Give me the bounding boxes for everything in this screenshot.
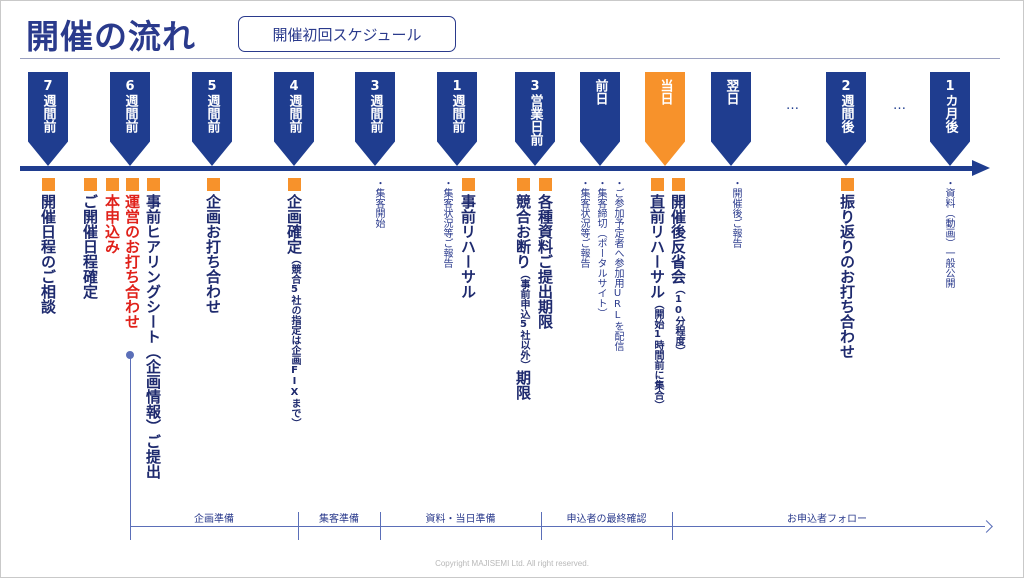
marker-label: 2週間後 bbox=[838, 79, 854, 133]
ellipsis-2: … bbox=[893, 98, 906, 113]
page-title: 開催の流れ bbox=[26, 17, 196, 56]
phase-separator bbox=[380, 512, 381, 540]
bullet-square-icon bbox=[516, 178, 530, 191]
bullet-square-icon bbox=[461, 178, 475, 191]
schedule-badge: 開催初回スケジュール bbox=[238, 16, 456, 52]
task-url-delivery: ・ご参加予定者へ参加用URLを配信 bbox=[612, 178, 623, 351]
marker-label: 5週間前 bbox=[204, 79, 220, 133]
task-label: 競合お断り bbox=[514, 194, 532, 269]
bullet-square-icon bbox=[41, 178, 55, 191]
task-label: 企画お打ち合わせ bbox=[204, 194, 222, 314]
marker-label: 1週間前 bbox=[449, 79, 465, 133]
task-label: 開催後反省会 bbox=[669, 194, 687, 284]
phase-separator bbox=[298, 512, 299, 540]
task-planning-meeting: 企画お打ち合わせ bbox=[204, 178, 222, 314]
bullet-square-icon bbox=[840, 178, 854, 191]
task-promotion-start: ・集客開始 bbox=[373, 178, 384, 228]
marker-label: 翌日 bbox=[723, 79, 739, 105]
task-schedule-consultation: 開催日程のご相談 bbox=[39, 178, 57, 314]
task-operations-meeting: 運営のお打ち合わせ bbox=[123, 178, 141, 329]
task-promotion-report-2: ・集客状況等ご報告 bbox=[578, 178, 589, 268]
bullet-square-icon bbox=[146, 178, 160, 191]
bullet-square-icon bbox=[105, 178, 119, 191]
task-label: 各種資料ご提出期限 bbox=[536, 194, 554, 329]
phase-follow-up: お申込者フォロー bbox=[787, 514, 867, 525]
marker-label: 4週間前 bbox=[286, 79, 302, 133]
task-pre-rehearsal: 事前リハーサル bbox=[459, 178, 477, 299]
phase-materials: 資料・当日準備 bbox=[425, 514, 496, 525]
phase-final-check: 申込者の最終確認 bbox=[566, 514, 647, 525]
task-note: （開始1時間前に集合） bbox=[652, 299, 663, 410]
bullet-square-icon bbox=[287, 178, 301, 191]
phase-separator bbox=[541, 512, 542, 540]
marker-label: 当日 bbox=[657, 79, 673, 105]
bullet-square-icon bbox=[125, 178, 139, 191]
timeline-axis bbox=[20, 166, 975, 171]
ellipsis-1: … bbox=[786, 98, 799, 113]
bullet-square-icon bbox=[671, 178, 685, 191]
bullet-square-icon bbox=[83, 178, 97, 191]
task-label: 企画確定 bbox=[285, 194, 303, 254]
task-note: （事前申込5社以外） bbox=[518, 269, 529, 370]
marker-label: 3営業日前 bbox=[527, 79, 543, 146]
marker-label: 3週間前 bbox=[367, 79, 383, 133]
copyright: Copyright MAJISEMI Ltd. All right reserv… bbox=[435, 559, 589, 568]
task-public-release: ・資料（動画）一般公開 bbox=[943, 178, 954, 288]
timeline-arrow-icon bbox=[972, 160, 990, 176]
task-label: 事前リハーサル bbox=[459, 194, 477, 299]
task-note: （10分程度） bbox=[673, 284, 684, 356]
task-final-rehearsal: 直前リハーサル（開始1時間前に集合） bbox=[648, 178, 666, 410]
task-application: 本申込み bbox=[103, 178, 121, 254]
phase-promotion: 集客準備 bbox=[319, 514, 359, 525]
task-label-tail: 期限 bbox=[514, 370, 532, 400]
bullet-square-icon bbox=[206, 178, 220, 191]
marker-label: 6週間前 bbox=[122, 79, 138, 133]
task-plan-confirmed: 企画確定（競合5社の指定は企画FIXまで） bbox=[285, 178, 303, 428]
title-divider bbox=[20, 58, 1000, 59]
task-label: 振り返りのお打ち合わせ bbox=[838, 194, 856, 359]
task-promotion-report: ・集客状況等ご報告 bbox=[441, 178, 452, 268]
task-materials-deadline: 各種資料ご提出期限 bbox=[536, 178, 554, 329]
marker-label: 前日 bbox=[592, 79, 608, 105]
marker-label: 7週間前 bbox=[40, 79, 56, 133]
bullet-square-icon bbox=[538, 178, 552, 191]
task-label: 開催日程のご相談 bbox=[39, 194, 57, 314]
task-post-review: 開催後反省会（10分程度） bbox=[669, 178, 687, 356]
task-promotion-close: ・集客締切（ポータルサイト） bbox=[595, 178, 606, 318]
task-label: 直前リハーサル bbox=[648, 194, 666, 299]
task-retrospective-meeting: 振り返りのお打ち合わせ bbox=[838, 178, 856, 359]
marker-label: 1カ月後 bbox=[942, 79, 958, 133]
task-label: 事前ヒアリングシート（企画情報）ご提出 bbox=[144, 194, 162, 479]
task-hearing-sheet: 事前ヒアリングシート（企画情報）ご提出 bbox=[144, 178, 162, 479]
bullet-square-icon bbox=[650, 178, 664, 191]
task-label: ご開催日程確定 bbox=[81, 194, 99, 299]
phase-planning: 企画準備 bbox=[194, 514, 234, 525]
task-competitor-decline: 競合お断り（事前申込5社以外）期限 bbox=[514, 178, 532, 400]
task-label: 本申込み bbox=[103, 194, 121, 254]
task-schedule-confirmed: ご開催日程確定 bbox=[81, 178, 99, 299]
task-label: 運営のお打ち合わせ bbox=[123, 194, 141, 329]
task-note: （競合5社の指定は企画FIXまで） bbox=[289, 254, 300, 428]
phase-axis bbox=[130, 526, 985, 527]
phase-separator bbox=[672, 512, 673, 540]
phase-start-line bbox=[130, 354, 131, 540]
task-post-report: ・開催後ご報告 bbox=[730, 178, 741, 248]
